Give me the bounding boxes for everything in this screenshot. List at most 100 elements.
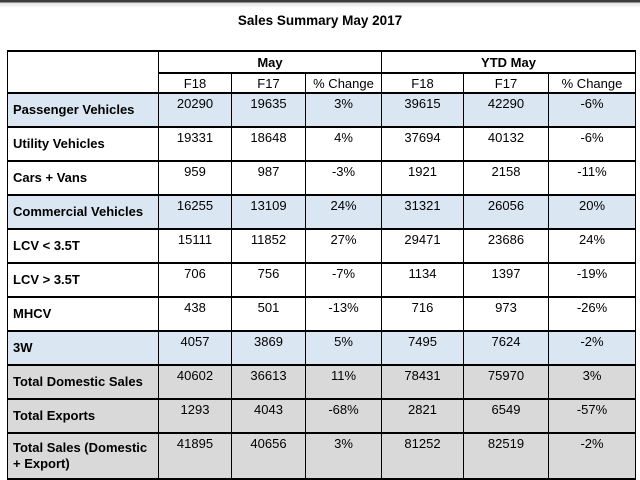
column-header-may-f18: F18	[158, 72, 232, 94]
cell-may-f17: 13109	[231, 194, 306, 230]
cell-may-f18: 959	[158, 160, 232, 196]
cell-may-f17: 11852	[231, 228, 306, 264]
cell-ytd-f18: 37694	[381, 126, 464, 162]
cell-may-pct: 3%	[305, 432, 382, 480]
cell-ytd-pct: 24%	[548, 228, 636, 264]
table-row: 3W 4057 3869 5% 7495 7624 -2%	[7, 330, 636, 366]
cell-ytd-f17: 6549	[463, 398, 549, 434]
row-label: MHCV	[7, 296, 159, 332]
table-row: LCV > 3.5T 706 756 -7% 1134 1397 -19%	[7, 262, 636, 298]
row-label: Utility Vehicles	[7, 126, 159, 162]
cell-may-f17: 19635	[231, 92, 306, 128]
table-row: Passenger Vehicles 20290 19635 3% 39615 …	[7, 92, 636, 128]
cell-may-f18: 1293	[158, 398, 232, 434]
cell-may-f17: 756	[231, 262, 306, 298]
column-header-ytd-pct-change: % Change	[548, 72, 636, 94]
column-group-may: May	[158, 50, 382, 74]
row-label: Passenger Vehicles	[7, 92, 159, 128]
page-title: Sales Summary May 2017	[237, 13, 403, 28]
cell-ytd-f17: 42290	[463, 92, 549, 128]
corner-cell	[7, 50, 159, 94]
header-group-row: May YTD May	[7, 50, 636, 94]
cell-ytd-f17: 26056	[463, 194, 549, 230]
cell-may-f17: 3869	[231, 330, 306, 366]
column-header-ytd-f18: F18	[381, 72, 464, 94]
cell-may-f18: 706	[158, 262, 232, 298]
cell-ytd-f18: 78431	[381, 364, 464, 400]
row-label: Commercial Vehicles	[7, 194, 159, 230]
cell-may-pct: -13%	[305, 296, 382, 332]
cell-ytd-f17: 23686	[463, 228, 549, 264]
cell-ytd-f17: 2158	[463, 160, 549, 196]
column-header-ytd-f17: F17	[463, 72, 549, 94]
table-row: MHCV 438 501 -13% 716 973 -26%	[7, 296, 636, 332]
cell-ytd-f18: 2821	[381, 398, 464, 434]
cell-ytd-f17: 1397	[463, 262, 549, 298]
column-header-may-f17: F17	[231, 72, 306, 94]
cell-may-pct: 24%	[305, 194, 382, 230]
cell-ytd-pct: -57%	[548, 398, 636, 434]
cell-ytd-pct: -6%	[548, 92, 636, 128]
cell-may-f18: 20290	[158, 92, 232, 128]
row-label: Total Exports	[7, 398, 159, 434]
table-row: Cars + Vans 959 987 -3% 1921 2158 -11%	[7, 160, 636, 196]
row-label: LCV > 3.5T	[7, 262, 159, 298]
cell-ytd-f17: 75970	[463, 364, 549, 400]
cell-may-pct: 27%	[305, 228, 382, 264]
cell-may-f17: 501	[231, 296, 306, 332]
cell-may-f18: 40602	[158, 364, 232, 400]
cell-ytd-f18: 7495	[381, 330, 464, 366]
row-label: Total Sales (Domestic + Export)	[7, 432, 159, 480]
cell-ytd-f18: 29471	[381, 228, 464, 264]
cell-ytd-pct: -2%	[548, 330, 636, 366]
column-group-ytd-may: YTD May	[381, 50, 636, 74]
cell-ytd-f18: 1921	[381, 160, 464, 196]
cell-may-f17: 18648	[231, 126, 306, 162]
cell-ytd-f17: 7624	[463, 330, 549, 366]
row-label: Total Domestic Sales	[7, 364, 159, 400]
row-label: LCV < 3.5T	[7, 228, 159, 264]
sales-summary-table: May YTD May F18 F17 % Change F18 F17 % C…	[7, 50, 636, 480]
cell-ytd-f17: 40132	[463, 126, 549, 162]
cell-may-pct: -68%	[305, 398, 382, 434]
cell-ytd-f17: 82519	[463, 432, 549, 480]
cell-ytd-pct: -6%	[548, 126, 636, 162]
cell-may-pct: 5%	[305, 330, 382, 366]
cell-may-f18: 41895	[158, 432, 232, 480]
table-row: Utility Vehicles 19331 18648 4% 37694 40…	[7, 126, 636, 162]
cell-may-f18: 4057	[158, 330, 232, 366]
cell-ytd-pct: -11%	[548, 160, 636, 196]
cell-ytd-f17: 973	[463, 296, 549, 332]
cell-may-pct: -7%	[305, 262, 382, 298]
window-top-edge	[0, 0, 640, 8]
cell-may-f17: 987	[231, 160, 306, 196]
cell-ytd-f18: 716	[381, 296, 464, 332]
table-row-total-sales: Total Sales (Domestic + Export) 41895 40…	[7, 432, 636, 480]
table-row-total-domestic: Total Domestic Sales 40602 36613 11% 784…	[7, 364, 636, 400]
cell-ytd-f18: 39615	[381, 92, 464, 128]
cell-ytd-pct: 3%	[548, 364, 636, 400]
row-label: Cars + Vans	[7, 160, 159, 196]
cell-may-pct: 4%	[305, 126, 382, 162]
cell-ytd-pct: -26%	[548, 296, 636, 332]
table-row-total-exports: Total Exports 1293 4043 -68% 2821 6549 -…	[7, 398, 636, 434]
cell-may-f18: 438	[158, 296, 232, 332]
header-sub-row: F18 F17 % Change F18 F17 % Change	[8, 72, 636, 94]
cell-may-pct: 3%	[305, 92, 382, 128]
cell-ytd-pct: -19%	[548, 262, 636, 298]
cell-ytd-f18: 1134	[381, 262, 464, 298]
cell-may-pct: -3%	[305, 160, 382, 196]
column-header-may-pct-change: % Change	[305, 72, 382, 94]
cell-ytd-f18: 31321	[381, 194, 464, 230]
cell-may-f18: 15111	[158, 228, 232, 264]
cell-ytd-pct: -2%	[548, 432, 636, 480]
cell-may-f17: 4043	[231, 398, 306, 434]
cell-may-f18: 16255	[158, 194, 232, 230]
cell-ytd-f18: 81252	[381, 432, 464, 480]
cell-may-f17: 40656	[231, 432, 306, 480]
cell-ytd-pct: 20%	[548, 194, 636, 230]
cell-may-f18: 19331	[158, 126, 232, 162]
table-row: LCV < 3.5T 15111 11852 27% 29471 23686 2…	[7, 228, 636, 264]
row-label: 3W	[7, 330, 159, 366]
cell-may-pct: 11%	[305, 364, 382, 400]
